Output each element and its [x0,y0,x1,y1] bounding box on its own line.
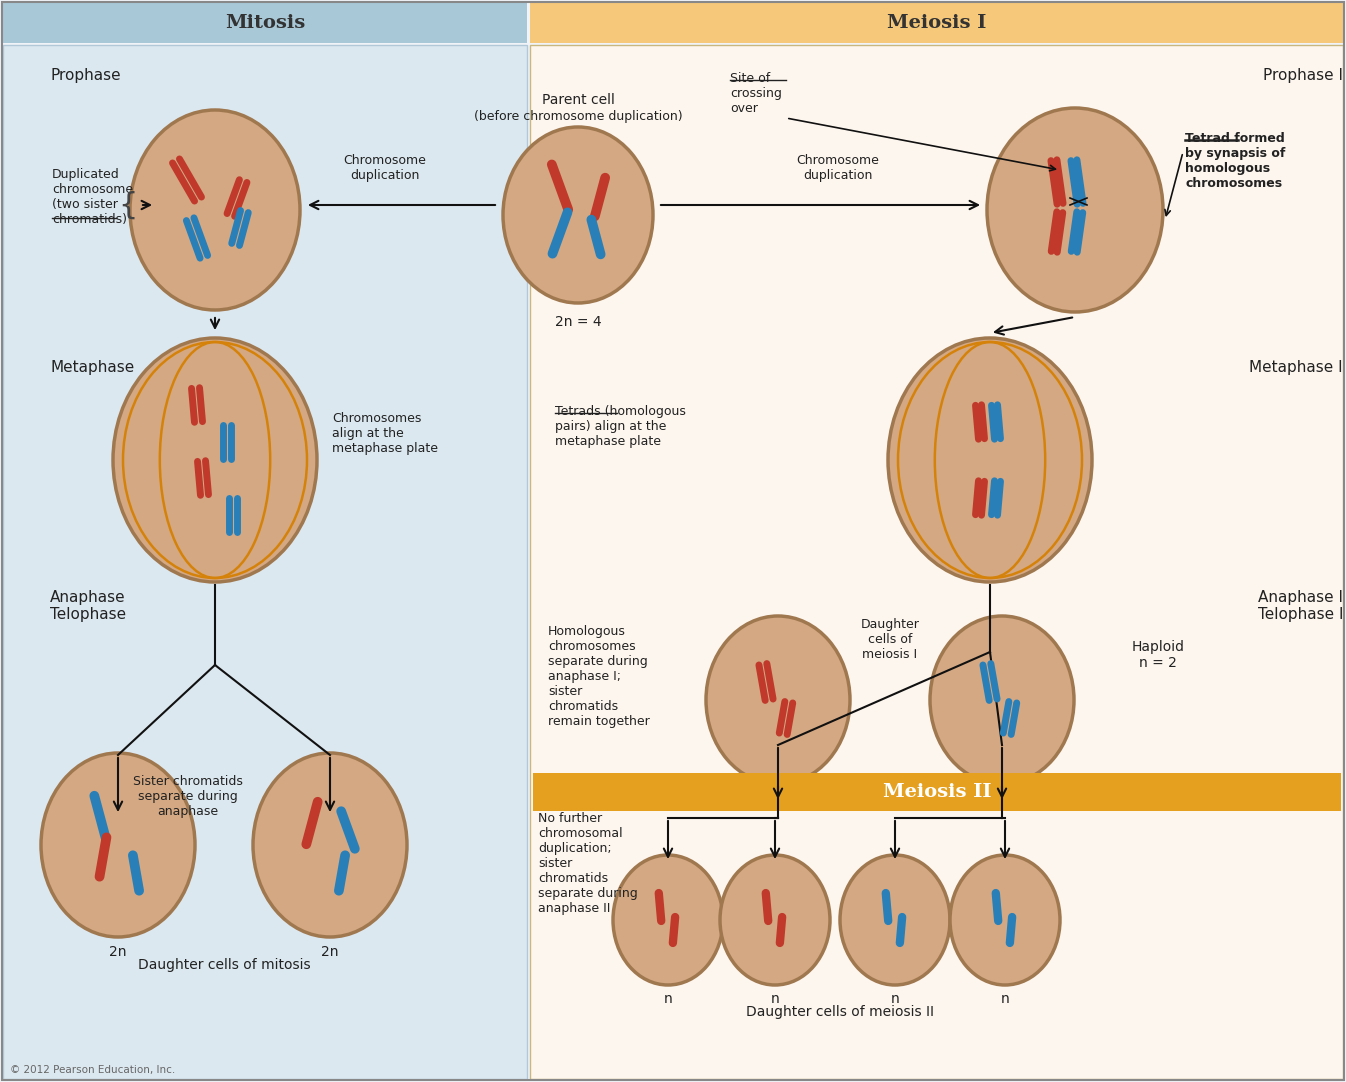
Text: Site of
crossing
over: Site of crossing over [730,72,782,115]
Text: 2n = 4: 2n = 4 [555,315,602,329]
Text: Chromosome
duplication: Chromosome duplication [343,154,427,182]
Text: Prophase I: Prophase I [1263,68,1343,83]
Ellipse shape [840,855,950,985]
Ellipse shape [612,855,723,985]
FancyBboxPatch shape [3,3,528,43]
Text: Haploid
n = 2: Haploid n = 2 [1132,639,1184,670]
Ellipse shape [40,753,195,937]
Text: (before chromosome duplication): (before chromosome duplication) [474,110,682,123]
Text: Daughter
cells of
meiosis I: Daughter cells of meiosis I [860,618,919,661]
Text: 2n: 2n [322,945,339,959]
Ellipse shape [987,108,1163,312]
Text: Prophase: Prophase [50,68,121,83]
Ellipse shape [707,616,851,784]
Text: n: n [891,992,899,1006]
Ellipse shape [131,110,300,311]
Text: Tetrads (homologous
pairs) align at the
metaphase plate: Tetrads (homologous pairs) align at the … [555,405,686,448]
Text: Parent cell: Parent cell [541,93,614,107]
Text: © 2012 Pearson Education, Inc.: © 2012 Pearson Education, Inc. [9,1065,175,1076]
Text: Duplicated
chromosome
(two sister
chromatids): Duplicated chromosome (two sister chroma… [52,168,133,226]
Text: n: n [664,992,673,1006]
Text: 2n: 2n [109,945,127,959]
Text: Tetrad formed
by synapsis of
homologous
chromosomes: Tetrad formed by synapsis of homologous … [1184,132,1285,190]
Text: Metaphase I: Metaphase I [1249,360,1343,375]
Text: n: n [771,992,779,1006]
Text: Meiosis II: Meiosis II [883,783,991,801]
FancyBboxPatch shape [3,45,528,1079]
FancyBboxPatch shape [530,45,1343,1079]
Text: Mitosis: Mitosis [225,14,306,32]
Text: Meiosis I: Meiosis I [887,14,987,32]
Ellipse shape [503,127,653,303]
FancyBboxPatch shape [533,773,1341,812]
Text: n: n [1000,992,1010,1006]
Text: No further
chromosomal
duplication;
sister
chromatids
separate during
anaphase I: No further chromosomal duplication; sist… [538,812,638,915]
Text: Chromosome
duplication: Chromosome duplication [797,154,879,182]
Text: Sister chromatids
separate during
anaphase: Sister chromatids separate during anapha… [133,775,242,818]
Ellipse shape [253,753,406,937]
Ellipse shape [888,338,1092,582]
Ellipse shape [113,338,318,582]
Ellipse shape [720,855,830,985]
Ellipse shape [930,616,1074,784]
Text: Anaphase
Telophase: Anaphase Telophase [50,590,127,622]
Text: Metaphase: Metaphase [50,360,135,375]
Text: Chromosomes
align at the
metaphase plate: Chromosomes align at the metaphase plate [332,412,437,456]
Text: Anaphase I
Telophase I: Anaphase I Telophase I [1257,590,1343,622]
Ellipse shape [950,855,1061,985]
FancyBboxPatch shape [530,3,1343,43]
Text: Daughter cells of mitosis: Daughter cells of mitosis [137,958,311,972]
Text: Daughter cells of meiosis II: Daughter cells of meiosis II [746,1005,934,1019]
Text: Homologous
chromosomes
separate during
anaphase I;
sister
chromatids
remain toge: Homologous chromosomes separate during a… [548,625,650,728]
Text: {: { [118,190,137,220]
